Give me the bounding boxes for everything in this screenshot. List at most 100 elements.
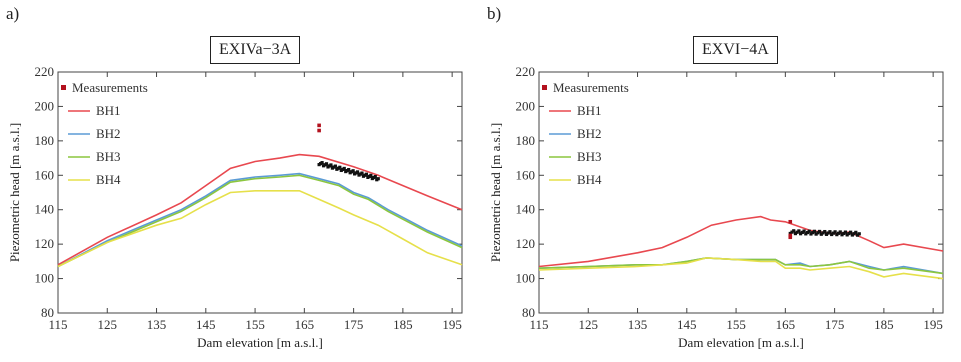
y-tick-label: 200	[35, 98, 55, 113]
measurement-point	[835, 233, 839, 237]
x-tick-label: 165	[776, 317, 796, 332]
measurement-point	[823, 229, 827, 234]
measurement-points	[317, 123, 380, 182]
y-axis-label: Piezometric head [m a.s.l.]	[7, 123, 22, 262]
x-tick-label: 115	[48, 317, 67, 332]
y-tick-label: 120	[35, 236, 55, 251]
measurement-point	[854, 230, 858, 234]
series-line-bh4	[538, 257, 944, 280]
y-tick-label: 100	[516, 271, 536, 286]
plot-frame	[538, 71, 944, 314]
measurement-point	[847, 231, 851, 236]
measurement-point	[831, 231, 835, 235]
y-axis-label: Piezometric head [m a.s.l.]	[488, 123, 503, 262]
measurement-point	[833, 230, 837, 234]
x-tick-label: 155	[245, 317, 265, 332]
y-tick-label: 180	[35, 133, 55, 148]
panel-label: a)	[6, 4, 20, 23]
y-tick-label: 120	[516, 236, 536, 251]
measurement-point	[816, 231, 820, 235]
series-line-bh1	[538, 215, 944, 268]
legend-label: BH4	[96, 172, 121, 187]
x-tick-label: 195	[442, 317, 462, 332]
measurement-point	[338, 165, 342, 169]
measurement-point	[842, 231, 846, 236]
y-tick-label: 160	[516, 167, 536, 182]
x-axis-label: Dam elevation [m a.s.l.]	[197, 335, 323, 350]
legend-label: BH3	[96, 149, 121, 164]
measurement-point	[795, 230, 799, 234]
measurement-point	[809, 232, 813, 236]
x-tick-label: 185	[393, 317, 413, 332]
measurement-point	[840, 233, 844, 237]
measurement-point	[824, 232, 829, 236]
x-tick-label: 135	[628, 317, 648, 332]
measurement-point	[812, 229, 817, 233]
x-tick-label: 185	[874, 317, 894, 332]
measurement-point	[317, 128, 321, 133]
chart-plot-a: 115 125 135 145 155 165 175 185 195 80 100 120 140 16…	[7, 64, 463, 350]
measurement-point	[360, 171, 364, 175]
legend-label: Measurements	[72, 80, 148, 95]
legend-marker-measurements	[61, 85, 66, 90]
y-tick-label: 80	[522, 305, 535, 320]
legend-label: BH3	[577, 149, 602, 164]
chart-panel-a: a) EXIVa−3A 115 125 135 145 155 165 175 185 195 8…	[0, 0, 480, 362]
measurement-point	[364, 172, 369, 176]
measurement-point	[347, 168, 351, 172]
y-tick-label: 220	[35, 64, 55, 79]
measurement-point	[836, 231, 841, 235]
measurement-point	[329, 163, 333, 167]
measurement-point	[857, 232, 861, 236]
measurement-point	[324, 162, 329, 166]
legend-label: Measurements	[553, 80, 629, 95]
x-tick-label: 135	[147, 317, 167, 332]
measurement-point	[317, 123, 321, 128]
measurement-point	[799, 232, 803, 236]
legend-label: BH4	[577, 172, 602, 187]
measurement-point	[788, 233, 793, 238]
measurement-point	[821, 231, 825, 235]
x-tick-label: 175	[825, 317, 845, 332]
measurement-point	[788, 219, 793, 224]
measurement-point	[376, 177, 380, 181]
measurement-point	[817, 229, 822, 234]
legend-label: BH2	[96, 126, 121, 141]
measurement-point	[320, 161, 324, 165]
measurement-point	[797, 229, 801, 233]
series-line-bh4	[57, 190, 463, 268]
measurement-point	[819, 232, 823, 236]
measurement-point	[830, 232, 834, 237]
x-tick-label: 145	[196, 317, 216, 332]
measurement-point	[342, 166, 346, 171]
measurement-point	[845, 233, 849, 237]
y-tick-label: 160	[35, 167, 55, 182]
x-tick-label: 145	[677, 317, 697, 332]
chart-panel-b: b) EXVI−4A 115 125 135 145 155 165 175 185 195 80…	[481, 0, 961, 362]
plot-frame	[57, 71, 463, 314]
series-line-bh3	[57, 174, 463, 268]
measurement-point	[369, 173, 373, 178]
measurement-point	[805, 230, 810, 235]
legend-marker-measurements	[542, 85, 547, 90]
y-tick-label: 100	[35, 271, 55, 286]
x-axis-label: Dam elevation [m a.s.l.]	[678, 335, 804, 350]
measurement-point	[351, 169, 355, 173]
measurement-point	[807, 229, 811, 233]
measurement-point	[373, 174, 377, 179]
y-tick-label: 140	[35, 202, 55, 217]
measurement-point	[814, 232, 818, 236]
measurement-point	[804, 232, 808, 236]
panel-label: b)	[487, 4, 502, 23]
measurement-point	[355, 170, 360, 174]
measurement-point	[333, 164, 337, 168]
measurement-point	[802, 229, 806, 233]
measurement-point	[811, 231, 815, 235]
chart-title: EXVI−4A	[693, 36, 778, 64]
x-tick-label: 155	[726, 317, 746, 332]
x-tick-label: 195	[923, 317, 943, 332]
x-tick-label: 165	[295, 317, 315, 332]
x-tick-label: 125	[98, 317, 118, 332]
y-tick-label: 80	[41, 305, 54, 320]
x-tick-label: 175	[344, 317, 364, 332]
